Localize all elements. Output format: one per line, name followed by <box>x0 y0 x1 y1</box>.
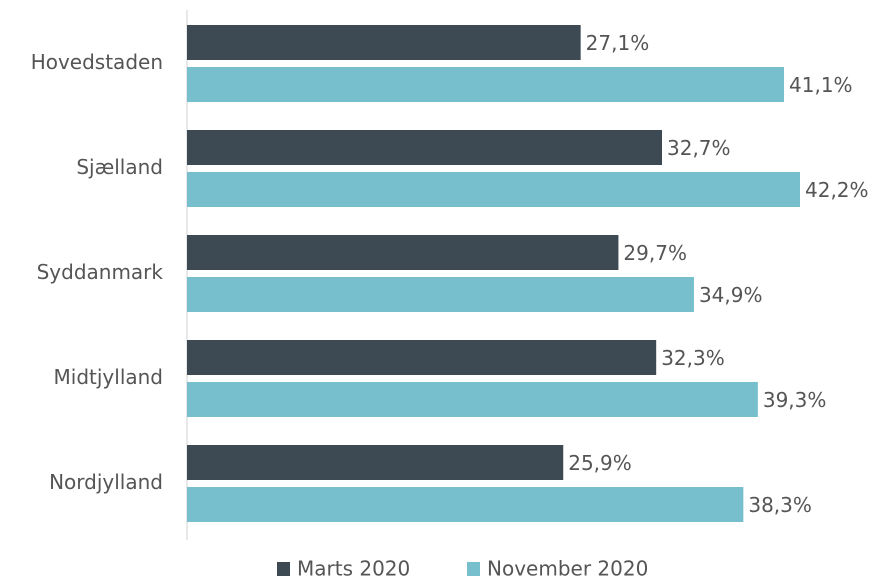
legend-swatch <box>467 562 480 576</box>
category-label: Sjælland <box>76 155 163 179</box>
legend-label: November 2020 <box>487 557 648 579</box>
legend-label: Marts 2020 <box>297 557 410 579</box>
value-label: 41,1% <box>789 73 853 97</box>
bar <box>187 445 564 480</box>
category-label: Syddanmark <box>37 260 164 284</box>
category-label: Hovedstaden <box>31 50 163 74</box>
value-label: 38,3% <box>748 493 812 517</box>
legend-swatch <box>277 562 290 576</box>
bar <box>187 340 657 375</box>
value-label: 39,3% <box>763 388 827 412</box>
bar <box>187 235 619 270</box>
bar <box>187 382 758 417</box>
value-label: 42,2% <box>805 178 869 202</box>
bar <box>187 487 744 522</box>
value-label: 25,9% <box>568 451 632 475</box>
bar <box>187 277 694 312</box>
value-label: 34,9% <box>699 283 763 307</box>
bar <box>187 130 663 165</box>
bar <box>187 67 785 102</box>
value-label: 29,7% <box>623 241 687 265</box>
bar <box>187 172 800 207</box>
category-label: Midtjylland <box>54 365 163 389</box>
bar <box>187 25 581 60</box>
value-label: 32,7% <box>667 136 731 160</box>
value-label: 32,3% <box>661 346 725 370</box>
category-label: Nordjylland <box>49 470 163 494</box>
value-label: 27,1% <box>586 31 650 55</box>
